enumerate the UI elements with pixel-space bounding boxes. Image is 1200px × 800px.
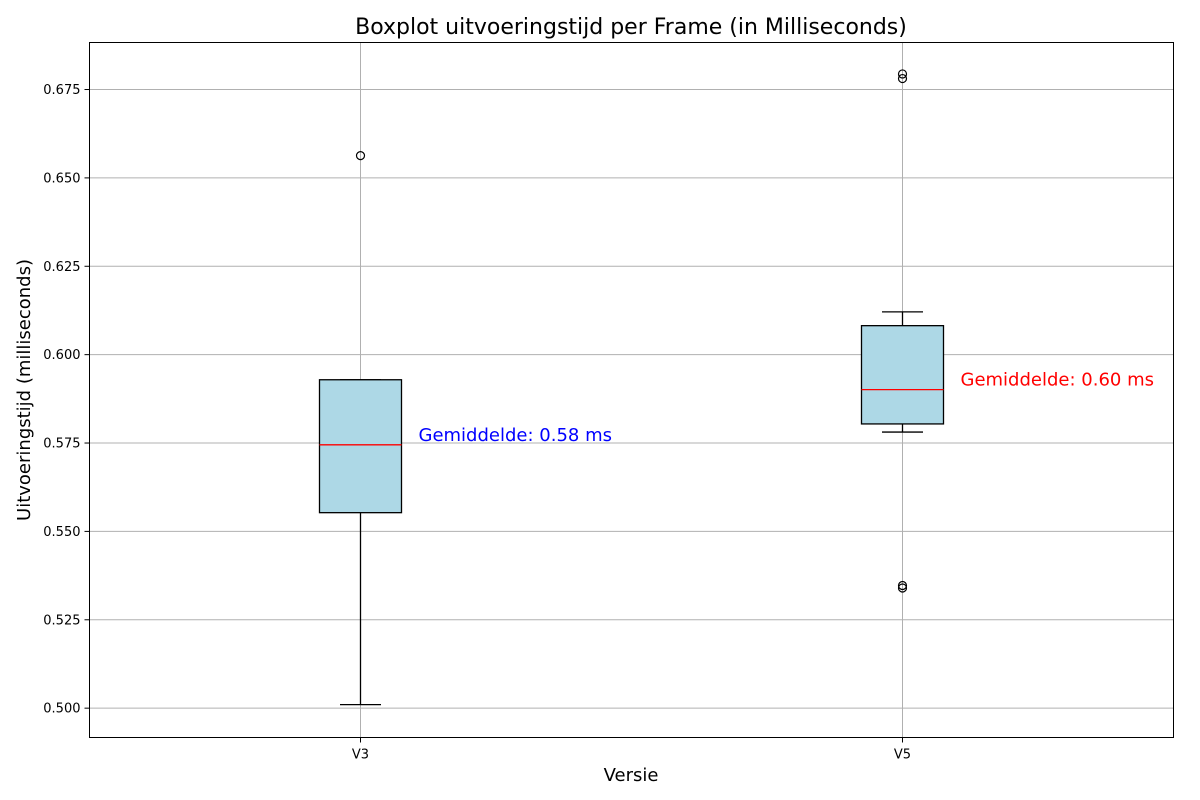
y-tick-label: 0.600: [43, 348, 80, 363]
boxes: Gemiddelde: 0.58 ms Gemiddelde: 0.60 ms: [318, 69, 1154, 706]
grid-lines: [89, 42, 1174, 738]
outlier-point: [897, 73, 908, 84]
outlier-point: [897, 583, 908, 593]
y-tick-label: 0.675: [43, 83, 80, 98]
outlier-point: [355, 151, 366, 161]
plot-frame: [89, 42, 1174, 738]
mean-label: Gemiddelde: 0.60 ms: [961, 370, 1154, 391]
y-axis-ticks: 0.500 0.525 0.550 0.575 0.600 0.625 0.650 0.675: [43, 83, 90, 717]
y-tick-label: 0.575: [43, 437, 80, 452]
x-axis-ticks: V3 V5: [352, 737, 911, 763]
y-tick-label: 0.525: [43, 613, 80, 628]
outlier-point: [897, 580, 908, 591]
x-tick-label: V3: [352, 748, 369, 763]
y-tick-label: 0.650: [43, 171, 80, 186]
y-tick-label: 0.550: [43, 525, 80, 540]
outlier-point: [897, 69, 908, 79]
chart-title: Boxplot uitvoeringstijd per Frame (in Mi…: [355, 15, 907, 40]
y-tick-label: 0.500: [43, 702, 80, 717]
mean-label: Gemiddelde: 0.58 ms: [419, 425, 612, 446]
y-axis-label: Uitvoeringstijd (milliseconds): [14, 259, 35, 521]
x-tick-label: V5: [894, 748, 911, 763]
x-axis-label: Versie: [604, 765, 659, 786]
y-tick-label: 0.625: [43, 260, 80, 275]
box-iqr: [318, 379, 403, 514]
box-iqr: [860, 325, 945, 425]
